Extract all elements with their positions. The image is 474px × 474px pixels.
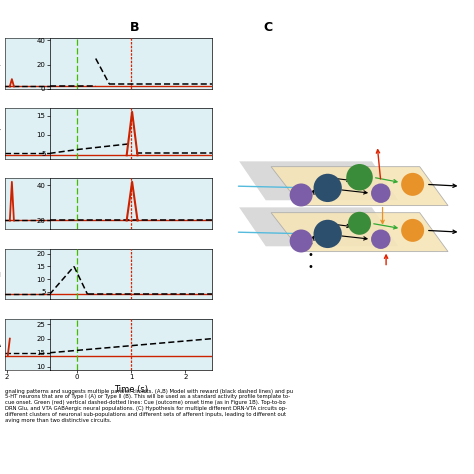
Circle shape — [290, 229, 313, 253]
Text: •
•
•: • • • — [307, 238, 313, 272]
Polygon shape — [271, 213, 448, 252]
Circle shape — [290, 183, 313, 207]
Circle shape — [371, 183, 391, 203]
Circle shape — [371, 229, 391, 249]
Polygon shape — [239, 161, 399, 201]
Circle shape — [348, 212, 371, 235]
Polygon shape — [271, 167, 448, 206]
Circle shape — [313, 220, 342, 248]
Polygon shape — [239, 207, 399, 246]
X-axis label: Time (s): Time (s) — [114, 385, 148, 394]
Circle shape — [401, 173, 424, 196]
Text: C: C — [263, 21, 273, 34]
Circle shape — [346, 164, 373, 191]
Circle shape — [401, 219, 424, 242]
Circle shape — [313, 174, 342, 202]
Text: gnaling patterns and suggests multiple parallel circuits. (A,B) Model with rewar: gnaling patterns and suggests multiple p… — [5, 389, 293, 423]
Text: B: B — [130, 21, 140, 34]
